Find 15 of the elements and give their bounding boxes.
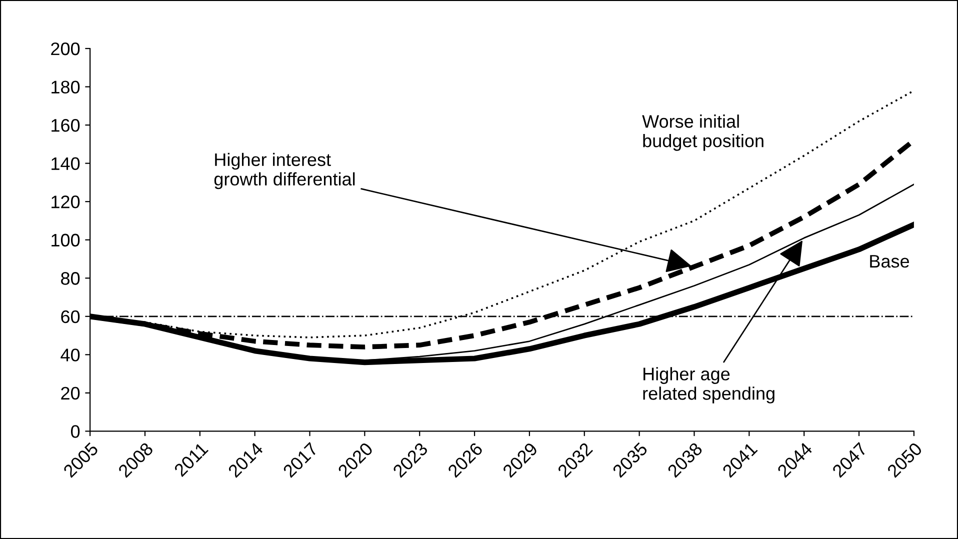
annotation: Higher age related spending bbox=[643, 367, 774, 404]
y-tick-label: 160 bbox=[52, 118, 80, 132]
y-tick-label: 40 bbox=[60, 348, 80, 362]
annotation: Higher interest growth differential bbox=[214, 152, 355, 190]
y-tick-label: 180 bbox=[52, 80, 80, 94]
y-tick-label: 100 bbox=[52, 234, 80, 247]
y-tick-label: 140 bbox=[52, 157, 80, 170]
y-tick-label: 200 bbox=[51, 42, 80, 56]
y-tick-label: 0 bbox=[70, 425, 80, 438]
annotation: Worse initial budget position bbox=[642, 114, 764, 151]
y-tick-label: 20 bbox=[61, 386, 80, 400]
y-tick-label: 120 bbox=[52, 196, 80, 208]
y-tick-label: 80 bbox=[61, 272, 80, 285]
annotation: Base bbox=[870, 255, 910, 268]
y-tick-label: 60 bbox=[61, 310, 80, 324]
